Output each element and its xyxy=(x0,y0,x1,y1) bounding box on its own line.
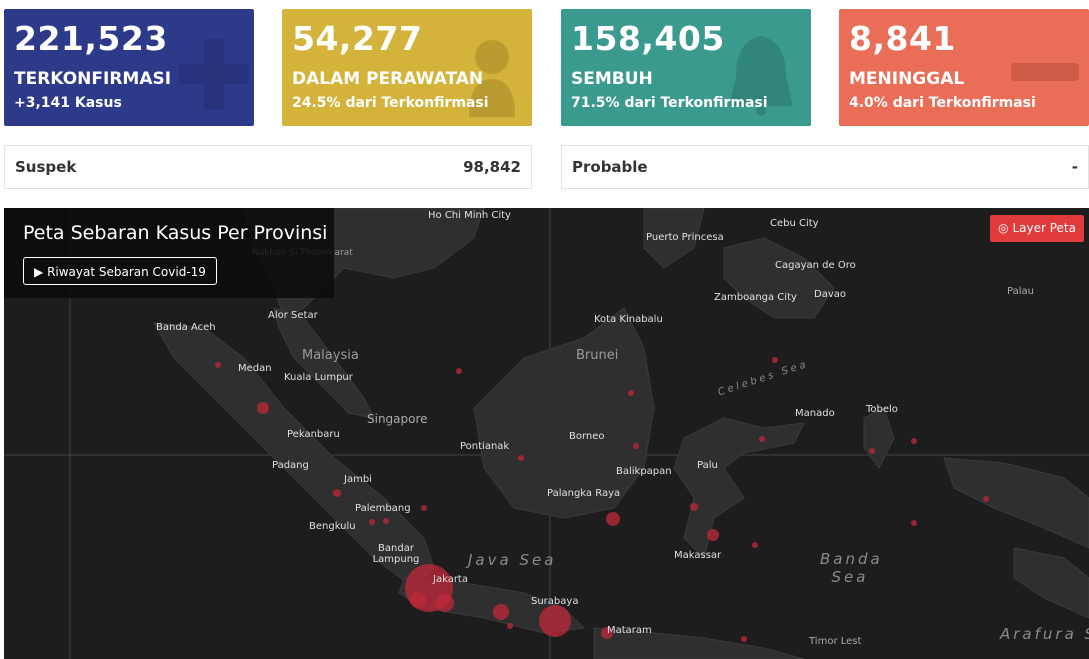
city-mataram: Mataram xyxy=(607,625,652,636)
city-kota-kinabalu: Kota Kinabalu xyxy=(594,314,663,325)
city-cebu: Cebu City xyxy=(770,218,819,229)
map-header-panel: Peta Sebaran Kasus Per Provinsi ▶ Riwaya… xyxy=(4,208,334,298)
confirmed-sub: +3,141 Kasus xyxy=(14,95,122,111)
label-java-sea: Java Sea xyxy=(468,551,557,569)
probable-value: - xyxy=(1071,158,1078,176)
city-singapore: Singapore xyxy=(367,412,428,426)
city-bengkulu: Bengkulu xyxy=(309,521,356,532)
city-cagayan: Cagayan de Oro xyxy=(775,260,856,271)
layers-icon: ◎ xyxy=(998,221,1009,235)
confirmed-count: 221,523 xyxy=(14,19,168,58)
label-banda-sea: Banda Sea xyxy=(820,550,883,586)
deaths-sub: 4.0% dari Terkonfirmasi xyxy=(849,95,1036,111)
history-button-label: Riwayat Sebaran Covid-19 xyxy=(47,265,206,279)
city-borneo: Borneo xyxy=(569,431,605,442)
suspek-value: 98,842 xyxy=(463,158,521,176)
probable-label: Probable xyxy=(572,158,648,176)
city-surabaya: Surabaya xyxy=(531,596,579,607)
city-medan: Medan xyxy=(238,363,272,374)
city-tobelo: Tobelo xyxy=(866,404,898,415)
card-treated: 54,277 DALAM PERAWATAN 24.5% dari Terkon… xyxy=(282,9,532,126)
city-bandar-lampung: Bandar Lampung xyxy=(372,543,420,565)
city-pontianak: Pontianak xyxy=(460,441,510,452)
city-padang: Padang xyxy=(272,460,309,471)
city-timor-lest: Timor Lest xyxy=(809,636,862,647)
treated-sub: 24.5% dari Terkonfirmasi xyxy=(292,95,489,111)
city-puerto-princesa: Puerto Princesa xyxy=(646,232,724,243)
province-map[interactable]: Malaysia Brunei Nakhon Si Thammarat Java… xyxy=(4,208,1089,659)
layer-map-button[interactable]: ◎ Layer Peta xyxy=(990,215,1084,242)
minus-icon xyxy=(1011,63,1081,87)
map-title: Peta Sebaran Kasus Per Provinsi xyxy=(23,222,328,244)
probable-row: Probable - xyxy=(561,145,1089,189)
label-arafura-sea: Arafura Sea xyxy=(1000,625,1089,643)
bell-icon xyxy=(721,31,801,120)
city-zamboanga: Zamboanga City xyxy=(714,292,797,303)
recovered-sub: 71.5% dari Terkonfirmasi xyxy=(571,95,768,111)
patient-icon xyxy=(467,37,527,121)
city-balikpapan: Balikpapan xyxy=(616,466,672,477)
card-confirmed: 221,523 TERKONFIRMASI +3,141 Kasus xyxy=(4,9,254,126)
card-deaths: 8,841 MENINGGAL 4.0% dari Terkonfirmasi xyxy=(839,9,1089,126)
deaths-count: 8,841 xyxy=(849,19,956,58)
city-davao: Davao xyxy=(814,289,846,300)
city-palangka-raya: Palangka Raya xyxy=(547,488,621,499)
city-jakarta: Jakarta xyxy=(433,574,468,585)
card-recovered: 158,405 SEMBUH 71.5% dari Terkonfirmasi xyxy=(561,9,811,126)
layer-button-label: Layer Peta xyxy=(1012,221,1076,235)
recovered-count: 158,405 xyxy=(571,19,725,58)
label-brunei: Brunei xyxy=(576,348,619,363)
treated-count: 54,277 xyxy=(292,19,423,58)
city-kuala-lumpur: Kuala Lumpur xyxy=(284,372,353,383)
city-palembang: Palembang xyxy=(355,503,411,514)
label-malaysia: Malaysia xyxy=(302,348,359,363)
plus-icon xyxy=(179,39,249,113)
recovered-label: SEMBUH xyxy=(571,69,653,89)
city-manado: Manado xyxy=(795,408,835,419)
suspek-row: Suspek 98,842 xyxy=(4,145,532,189)
suspek-label: Suspek xyxy=(15,158,77,176)
city-alor-setar: Alor Setar xyxy=(268,310,318,321)
city-palu: Palu xyxy=(697,460,718,471)
city-jambi: Jambi xyxy=(344,474,372,485)
deaths-label: MENINGGAL xyxy=(849,69,965,89)
history-button[interactable]: ▶ Riwayat Sebaran Covid-19 xyxy=(23,257,217,285)
city-makassar: Makassar xyxy=(674,550,722,561)
city-banda-aceh: Banda Aceh xyxy=(156,322,216,333)
city-pekanbaru: Pekanbaru xyxy=(287,429,340,440)
city-palau: Palau xyxy=(1007,286,1034,297)
confirmed-label: TERKONFIRMASI xyxy=(14,69,172,89)
city-ho-chi-minh: Ho Chi Minh City xyxy=(428,210,511,221)
treated-label: DALAM PERAWATAN xyxy=(292,69,484,89)
play-icon: ▶ xyxy=(34,265,44,279)
